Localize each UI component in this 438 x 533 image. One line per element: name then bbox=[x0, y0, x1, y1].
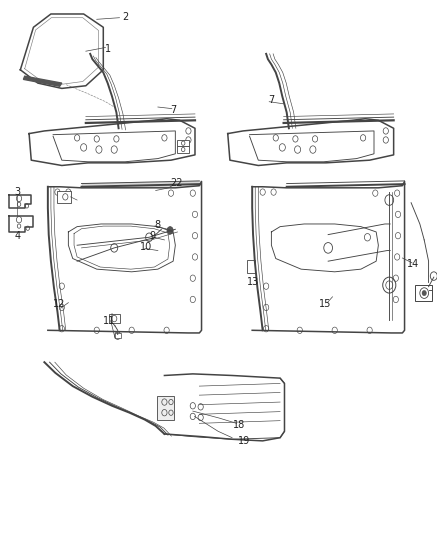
Polygon shape bbox=[81, 181, 201, 188]
Circle shape bbox=[422, 290, 426, 296]
Polygon shape bbox=[23, 76, 62, 86]
Text: 2: 2 bbox=[123, 12, 129, 22]
Text: 11: 11 bbox=[103, 316, 115, 326]
Bar bbox=[57, 191, 71, 203]
Bar bbox=[177, 147, 189, 153]
Bar bbox=[247, 260, 255, 273]
Text: 8: 8 bbox=[154, 220, 160, 230]
Text: 22: 22 bbox=[170, 178, 183, 188]
Text: 9: 9 bbox=[149, 231, 155, 241]
Text: 4: 4 bbox=[14, 231, 20, 241]
Text: 13: 13 bbox=[247, 278, 259, 287]
Text: 7: 7 bbox=[170, 104, 177, 115]
Text: 14: 14 bbox=[407, 259, 419, 269]
Bar bbox=[177, 140, 189, 147]
Circle shape bbox=[167, 227, 173, 234]
Text: 12: 12 bbox=[53, 298, 65, 309]
Bar bbox=[416, 285, 432, 301]
Text: 3: 3 bbox=[14, 187, 20, 197]
Text: 15: 15 bbox=[319, 299, 332, 309]
Bar bbox=[115, 333, 121, 338]
Text: 18: 18 bbox=[233, 420, 245, 430]
Bar bbox=[109, 314, 120, 324]
Text: 7: 7 bbox=[268, 95, 275, 105]
Text: 19: 19 bbox=[238, 436, 251, 446]
Text: 10: 10 bbox=[140, 242, 152, 252]
Text: 1: 1 bbox=[105, 44, 111, 53]
Bar bbox=[157, 395, 174, 419]
